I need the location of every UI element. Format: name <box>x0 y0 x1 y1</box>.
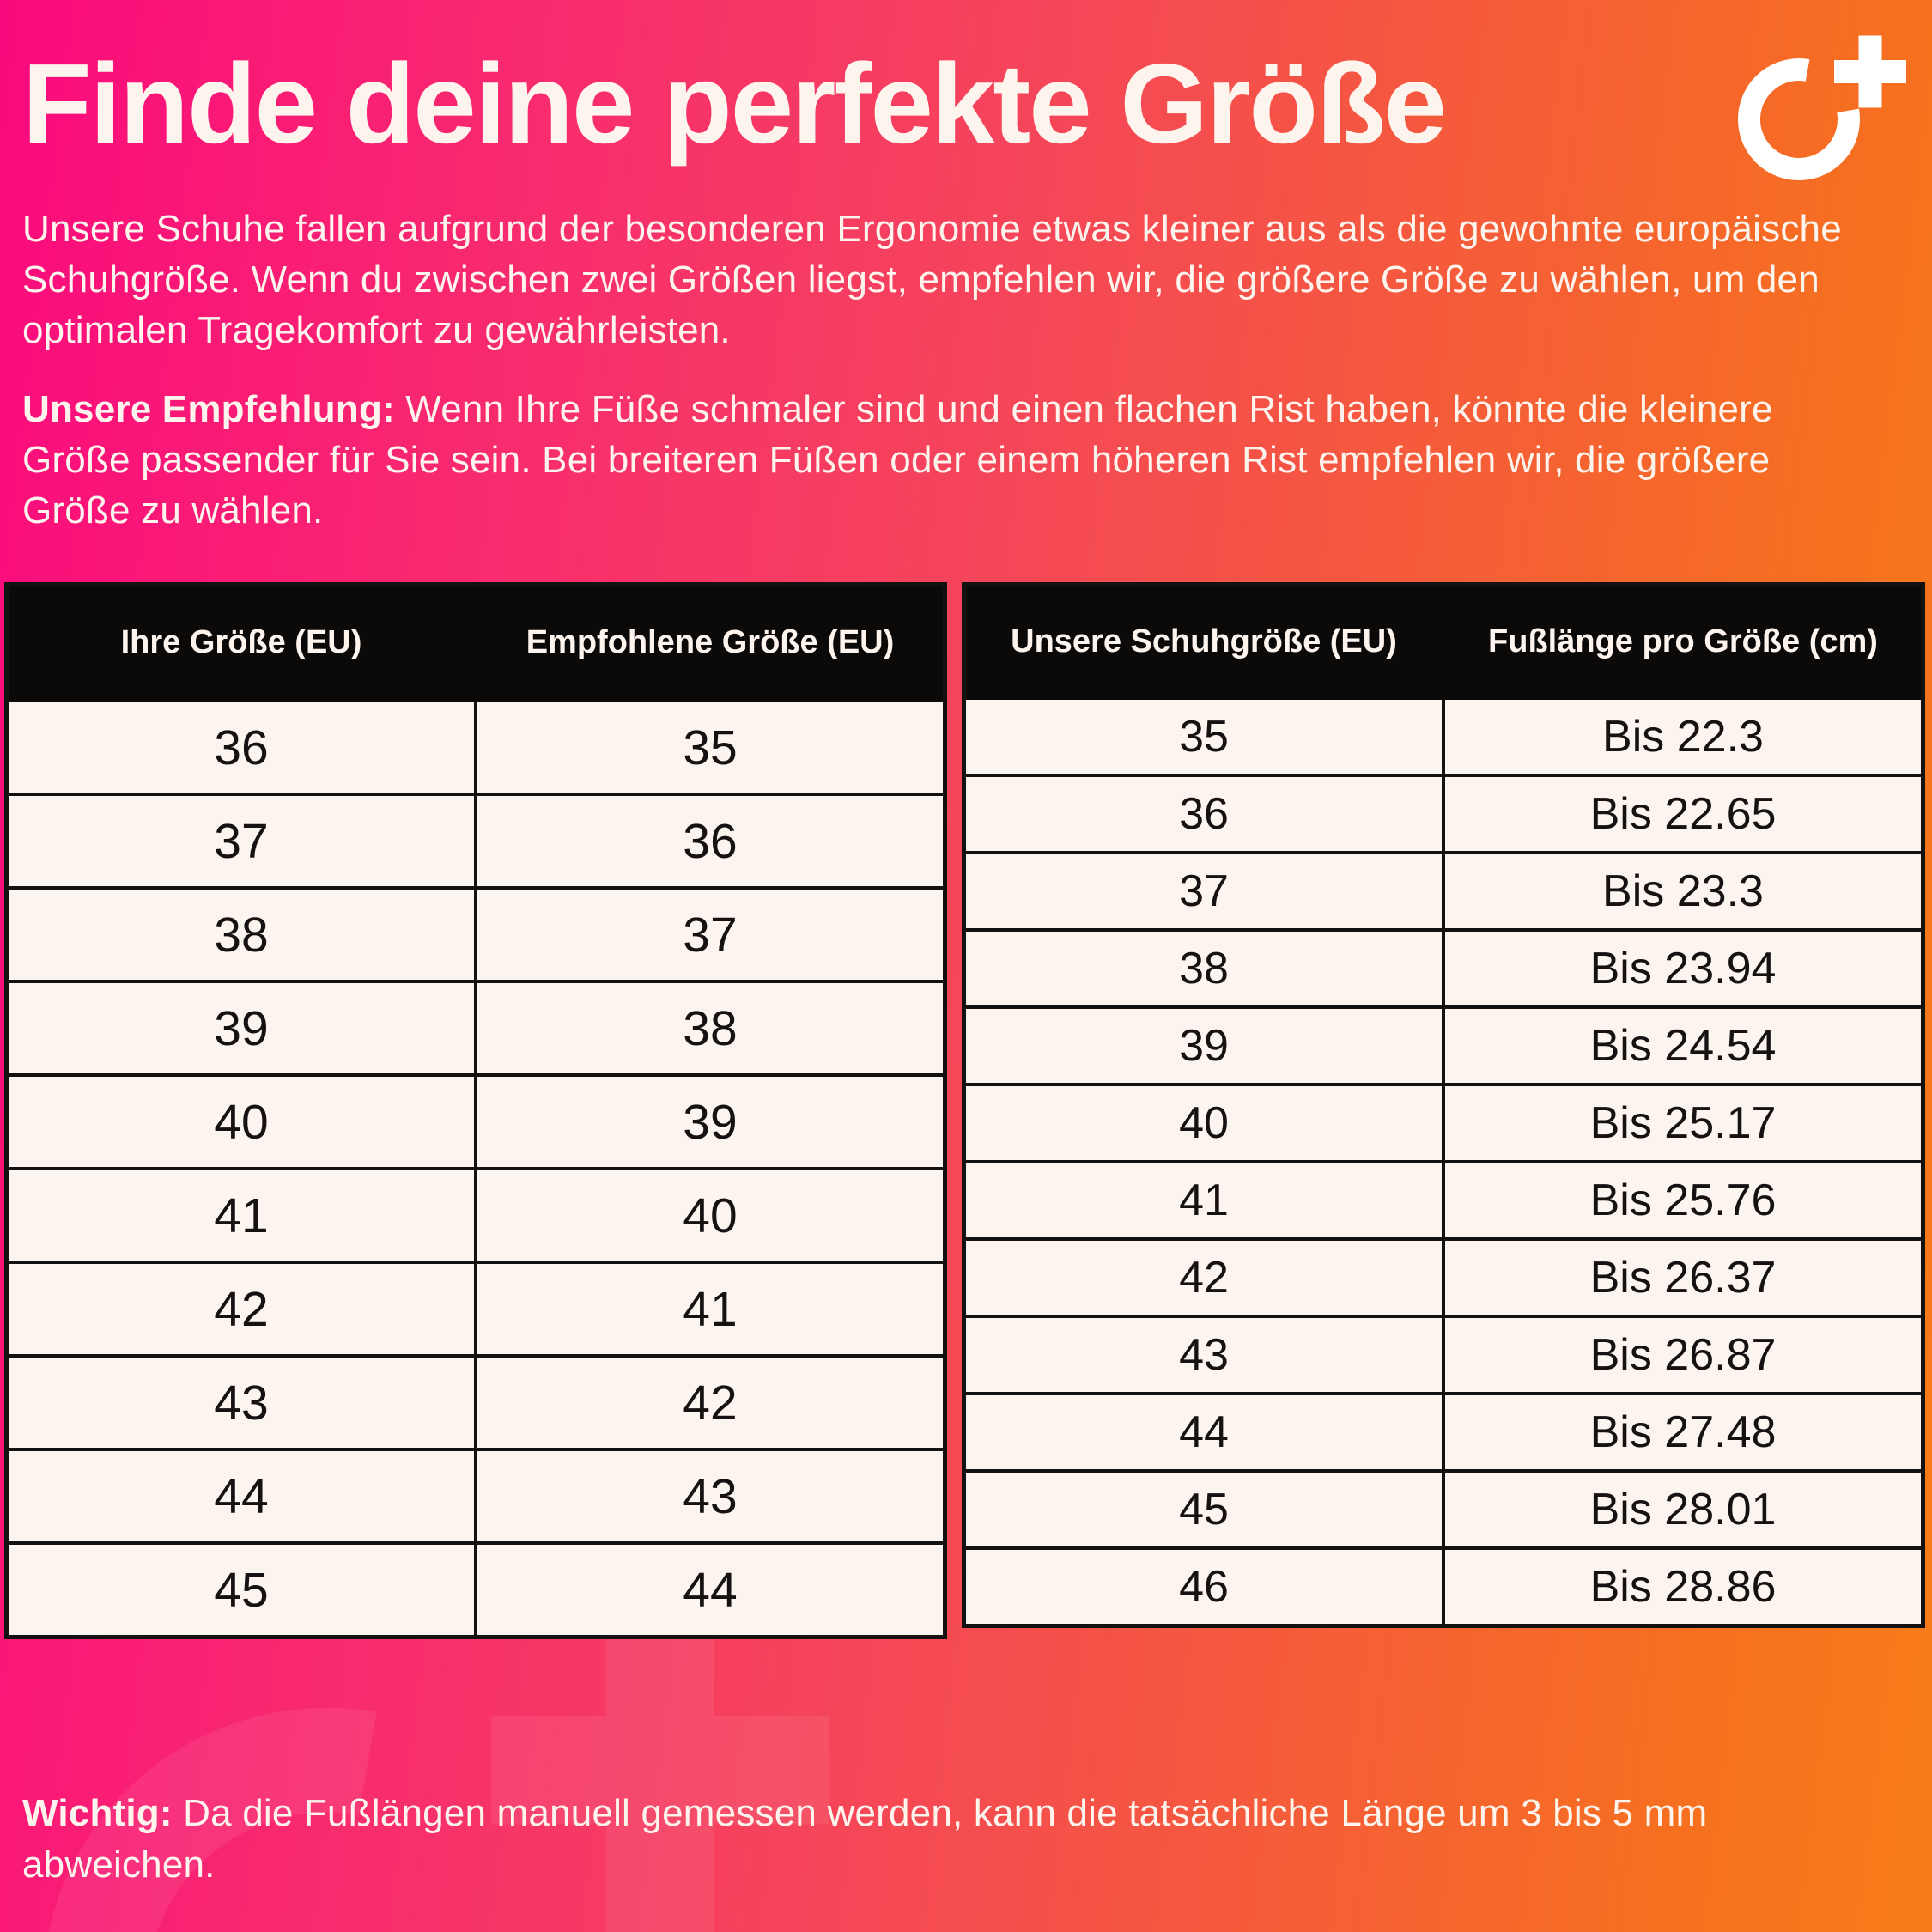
table-cell: 41 <box>4 1167 477 1264</box>
table-cell: 45 <box>4 1541 477 1639</box>
table-cell: Bis 26.87 <box>1442 1315 1925 1395</box>
table-cell: 41 <box>474 1261 947 1358</box>
table-cell: 36 <box>474 793 947 890</box>
size-conversion-table: Ihre Größe (EU) Empfohlene Größe (EU) 36… <box>4 582 947 1639</box>
table-row: 40 39 <box>4 1073 947 1170</box>
table-cell: 38 <box>962 928 1445 1009</box>
table-cell: 37 <box>962 851 1445 932</box>
brand-logo-icon <box>1738 35 1906 180</box>
table-cell: 39 <box>4 980 477 1077</box>
table-row: 45 Bis 28.01 <box>962 1469 1925 1550</box>
table-cell: 35 <box>962 696 1445 777</box>
table-cell: 40 <box>474 1167 947 1264</box>
table-cell: 39 <box>962 1005 1445 1086</box>
table-cell: 44 <box>962 1392 1445 1473</box>
table-cell: Bis 23.3 <box>1442 851 1925 932</box>
table-row: 41 40 <box>4 1167 947 1264</box>
table-cell: Bis 22.3 <box>1442 696 1925 777</box>
note-label: Wichtig: <box>22 1792 173 1834</box>
table-cell: Bis 28.01 <box>1442 1469 1925 1550</box>
table-row: 36 Bis 22.65 <box>962 774 1925 854</box>
table-row: 43 42 <box>4 1354 947 1451</box>
table-row: 44 43 <box>4 1448 947 1545</box>
table-cell: 39 <box>474 1073 947 1170</box>
intro-paragraph: Unsere Schuhe fallen aufgrund der besond… <box>22 208 1842 351</box>
table-cell: 41 <box>962 1160 1445 1241</box>
foot-length-table: Unsere Schuhgröße (EU) Fußlänge pro Größ… <box>962 582 1925 1628</box>
table-cell: 36 <box>4 699 477 796</box>
table-cell: 42 <box>962 1237 1445 1318</box>
table-cell: 37 <box>474 886 947 983</box>
table-row: 42 41 <box>4 1261 947 1358</box>
table-row: 41 Bis 25.76 <box>962 1160 1925 1241</box>
recommendation-paragraph: Unsere Empfehlung: Wenn Ihre Füße schmal… <box>22 385 1877 537</box>
table-cell: 46 <box>962 1546 1445 1628</box>
page-title: Finde deine perfekte Größe <box>22 40 1447 167</box>
table-row: 38 Bis 23.94 <box>962 928 1925 1009</box>
table-cell: Bis 22.65 <box>1442 774 1925 854</box>
table-cell: 38 <box>474 980 947 1077</box>
table-cell: 42 <box>474 1354 947 1451</box>
table-cell: 43 <box>474 1448 947 1545</box>
table-cell: 35 <box>474 699 947 796</box>
column-header-foot-length: Fußlänge pro Größe (cm) <box>1442 582 1925 700</box>
table-row: 39 Bis 24.54 <box>962 1005 1925 1086</box>
table-cell: 43 <box>4 1354 477 1451</box>
table-row: 42 Bis 26.37 <box>962 1237 1925 1318</box>
watermark-logo-icon <box>48 1601 829 1932</box>
recommendation-text: Wenn Ihre Füße schmaler sind und einen f… <box>22 388 1773 532</box>
note-text: Da die Fußlängen manuell gemessen werden… <box>22 1792 1708 1886</box>
table-cell: Bis 23.94 <box>1442 928 1925 1009</box>
table-row: 36 35 <box>4 699 947 796</box>
table-row: 38 37 <box>4 886 947 983</box>
table-row: 37 36 <box>4 793 947 890</box>
column-header-shoe-size: Unsere Schuhgröße (EU) <box>962 582 1445 700</box>
table-cell: Bis 28.86 <box>1442 1546 1925 1628</box>
important-note: Wichtig: Da die Fußlängen manuell gemess… <box>22 1788 1886 1891</box>
table-row: 40 Bis 25.17 <box>962 1083 1925 1163</box>
table-row: 46 Bis 28.86 <box>962 1546 1925 1628</box>
table-cell: Bis 26.37 <box>1442 1237 1925 1318</box>
table-row: 35 Bis 22.3 <box>962 696 1925 777</box>
table-row: 43 Bis 26.87 <box>962 1315 1925 1395</box>
table-cell: 38 <box>4 886 477 983</box>
table-header-row: Ihre Größe (EU) Empfohlene Größe (EU) <box>4 582 947 702</box>
table-cell: 43 <box>962 1315 1445 1395</box>
table-cell: 45 <box>962 1469 1445 1550</box>
table-cell: 40 <box>4 1073 477 1170</box>
recommendation-label: Unsere Empfehlung: <box>22 388 395 430</box>
table-cell: Bis 25.17 <box>1442 1083 1925 1163</box>
table-cell: Bis 25.76 <box>1442 1160 1925 1241</box>
table-cell: Bis 27.48 <box>1442 1392 1925 1473</box>
column-header-recommended-size: Empfohlene Größe (EU) <box>474 582 947 702</box>
table-cell: 42 <box>4 1261 477 1358</box>
table-cell: Bis 24.54 <box>1442 1005 1925 1086</box>
table-row: 39 38 <box>4 980 947 1077</box>
table-row: 44 Bis 27.48 <box>962 1392 1925 1473</box>
table-cell: 36 <box>962 774 1445 854</box>
table-row: 37 Bis 23.3 <box>962 851 1925 932</box>
table-cell: 37 <box>4 793 477 890</box>
table-row: 45 44 <box>4 1541 947 1639</box>
column-header-your-size: Ihre Größe (EU) <box>4 582 477 702</box>
table-cell: 40 <box>962 1083 1445 1163</box>
table-cell: 44 <box>474 1541 947 1639</box>
table-cell: 44 <box>4 1448 477 1545</box>
table-header-row: Unsere Schuhgröße (EU) Fußlänge pro Größ… <box>962 582 1925 700</box>
